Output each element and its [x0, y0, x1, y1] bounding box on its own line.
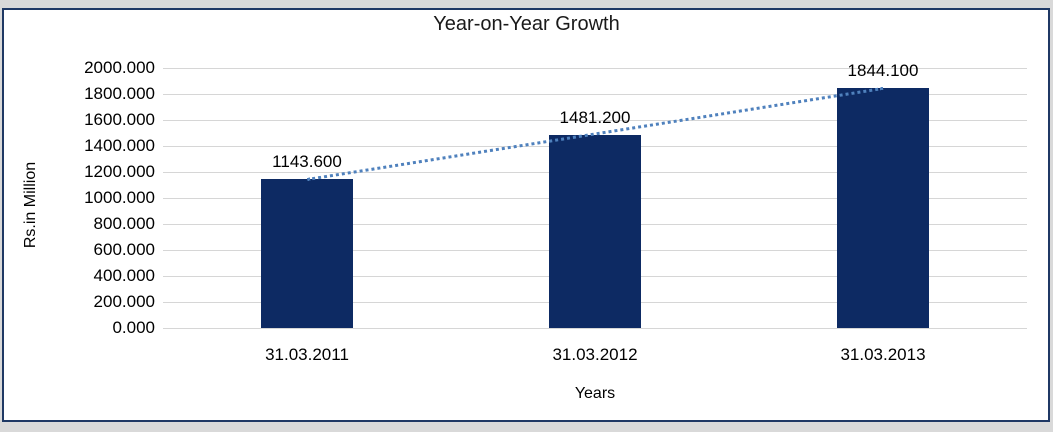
bar: [549, 135, 641, 328]
bar: [837, 88, 929, 328]
y-tick-label: 400.000: [93, 266, 155, 285]
value-label: 1844.100: [847, 61, 919, 81]
y-tick-label: 200.000: [93, 292, 155, 311]
y-tick-label: 800.000: [93, 214, 155, 233]
gridline: [163, 328, 1027, 329]
value-label: 1143.600: [272, 152, 342, 172]
y-tick-label: 0.000: [112, 318, 155, 337]
y-tick-label: 600.000: [93, 240, 155, 259]
chart-title: Year-on-Year Growth: [433, 13, 620, 35]
value-label: 1481.200: [559, 108, 631, 128]
y-tick-label: 1200.000: [84, 162, 155, 181]
y-axis-title: Rs.in Million: [22, 161, 39, 249]
gridline: [163, 94, 1027, 95]
x-axis-title: Years: [574, 385, 616, 402]
y-tick-label: 1600.000: [84, 110, 155, 129]
y-tick-label: 1800.000: [84, 84, 155, 103]
x-tick-label: 31.03.2011: [265, 345, 349, 364]
gridline: [163, 120, 1027, 121]
x-tick-label: 31.03.2013: [840, 345, 926, 364]
bar: [261, 179, 353, 328]
y-tick-label: 1400.000: [84, 136, 155, 155]
y-tick-label: 1000.000: [84, 188, 155, 207]
gridline: [163, 68, 1027, 69]
y-tick-label: 2000.000: [84, 58, 155, 77]
x-tick-label: 31.03.2012: [552, 345, 638, 364]
